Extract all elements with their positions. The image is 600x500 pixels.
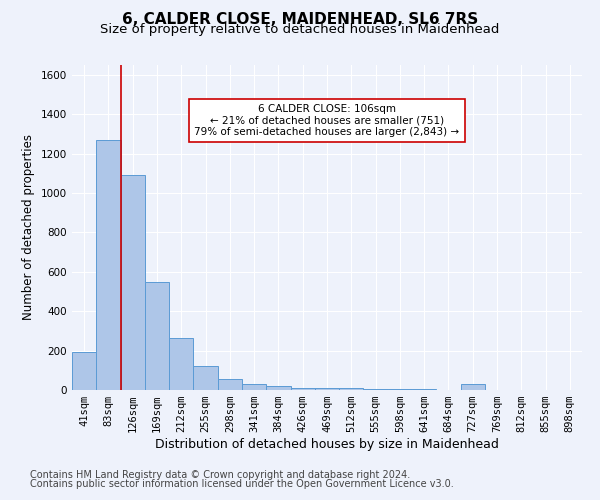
Bar <box>218 379 242 390</box>
Bar <box>364 389 388 390</box>
Text: Size of property relative to detached houses in Maidenhead: Size of property relative to detached ho… <box>100 22 500 36</box>
Bar <box>72 352 96 390</box>
Bar <box>412 389 436 390</box>
Bar <box>461 384 485 390</box>
Bar <box>193 366 218 390</box>
Bar <box>339 388 364 390</box>
Bar <box>96 140 121 390</box>
Bar <box>290 388 315 390</box>
Bar <box>266 386 290 390</box>
Text: 6, CALDER CLOSE, MAIDENHEAD, SL6 7RS: 6, CALDER CLOSE, MAIDENHEAD, SL6 7RS <box>122 12 478 28</box>
Text: 6 CALDER CLOSE: 106sqm
← 21% of detached houses are smaller (751)
79% of semi-de: 6 CALDER CLOSE: 106sqm ← 21% of detached… <box>194 104 460 137</box>
Bar <box>388 389 412 390</box>
Bar <box>315 388 339 390</box>
Bar <box>169 338 193 390</box>
Bar <box>242 384 266 390</box>
Bar <box>121 176 145 390</box>
Y-axis label: Number of detached properties: Number of detached properties <box>22 134 35 320</box>
X-axis label: Distribution of detached houses by size in Maidenhead: Distribution of detached houses by size … <box>155 438 499 451</box>
Text: Contains public sector information licensed under the Open Government Licence v3: Contains public sector information licen… <box>30 479 454 489</box>
Text: Contains HM Land Registry data © Crown copyright and database right 2024.: Contains HM Land Registry data © Crown c… <box>30 470 410 480</box>
Bar <box>145 282 169 390</box>
